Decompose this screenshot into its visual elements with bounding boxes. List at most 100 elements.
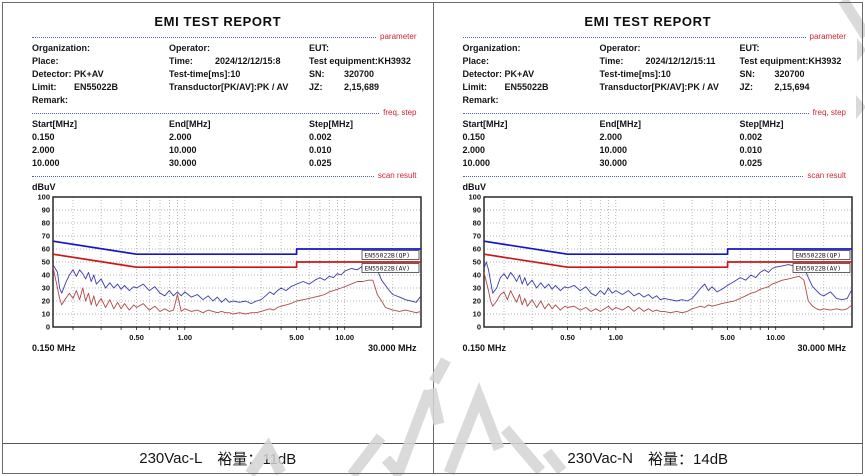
x-axis-labels: 0.50 1.00 5.00 10.00 xyxy=(129,333,354,342)
svg-text:0: 0 xyxy=(46,323,50,332)
param-row: SN: 320700 xyxy=(309,68,423,81)
param-column-2: Operator: Time: 2024/12/12/15:11 Test-tim… xyxy=(600,42,740,107)
param-row: Remark: xyxy=(32,94,169,107)
param-value: KH3932 xyxy=(808,56,842,66)
legend-en55022b-av-: EN55022B(AV) xyxy=(792,263,850,273)
svg-text:20: 20 xyxy=(42,297,50,306)
freq-cell: 30.000 xyxy=(599,158,628,168)
param-value: 2024/12/12/15:11 xyxy=(645,56,716,66)
freq-col-end: End[MHz] 2.000 10.000 30.000 xyxy=(169,118,309,170)
freq-col-start: Start[MHz] 0.150 2.000 10.000 xyxy=(32,118,169,170)
svg-text:EN55022B(QP): EN55022B(QP) xyxy=(365,252,411,259)
y-axis-unit-label: dBuV xyxy=(462,182,487,192)
x-axis-start-label: 0.150 MHz xyxy=(462,343,507,353)
section-label-freq-step: freq, step xyxy=(383,108,417,117)
dotted-line xyxy=(462,37,806,38)
param-label: Detector: xyxy=(462,69,503,79)
svg-text:EN55022B(AV): EN55022B(AV) xyxy=(365,265,411,272)
param-row: Test-time[ms]: 10 xyxy=(169,68,309,81)
param-label: Remark: xyxy=(32,95,69,105)
caption-name: 230Vac-N xyxy=(567,450,634,467)
param-label: Place: xyxy=(32,56,59,66)
dotted-line xyxy=(462,176,804,177)
param-label: Limit: xyxy=(32,82,57,92)
y-axis-unit-label: dBuV xyxy=(32,182,56,192)
svg-text:50: 50 xyxy=(472,258,480,267)
param-label: Test-time[ms]: xyxy=(599,69,661,79)
svg-text:40: 40 xyxy=(42,271,50,280)
x-axis-labels: 0.50 1.00 5.00 10.00 xyxy=(560,333,785,342)
param-value: 2024/12/12/15:8 xyxy=(215,56,281,66)
emi-chart-230vac-n: 0 10 20 30 40 50 60 70 80 90 100 0.50 1.00 5.00 10.00 E… xyxy=(468,193,853,342)
param-value: PK+AV xyxy=(504,69,535,79)
dotted-line xyxy=(462,113,809,114)
param-column-1: Organization: Place: Detector: PK+AV Limi… xyxy=(463,42,600,107)
param-row: Test equipment: KH3932 xyxy=(740,55,853,68)
param-value: 10 xyxy=(660,69,671,79)
param-row: Remark: xyxy=(463,94,600,107)
param-label: Operator: xyxy=(169,43,211,53)
freq-cell: 10.000 xyxy=(599,145,628,155)
y-axis-labels: 0 10 20 30 40 50 60 70 80 90 100 xyxy=(468,193,481,332)
freq-header: End[MHz] xyxy=(169,119,211,129)
param-label: Organization: xyxy=(462,43,521,53)
dotted-line xyxy=(32,113,380,114)
param-value: EN55022B xyxy=(74,82,119,92)
separator-scan-result: scan result xyxy=(32,171,417,180)
freq-col-step: Step[MHz] 0.002 0.010 0.025 xyxy=(309,118,423,170)
svg-text:EN55022B(QP): EN55022B(QP) xyxy=(795,252,841,259)
param-value: 2,15,694 xyxy=(774,82,810,92)
param-row: Transductor[PK/AV]: PK / AV xyxy=(169,81,309,94)
freq-cell: 0.002 xyxy=(739,132,763,142)
param-value: PK / AV xyxy=(256,82,289,92)
svg-text:70: 70 xyxy=(472,232,480,241)
param-row: Place: xyxy=(463,55,600,68)
svg-text:100: 100 xyxy=(37,193,50,202)
freq-step-table: Start[MHz] 0.150 2.000 10.000 End[MHz] 2… xyxy=(32,118,423,170)
x-axis-range: 0.150 MHz 30.000 MHz xyxy=(32,343,417,353)
param-label: Test-time[ms]: xyxy=(169,69,231,79)
separator-freq-step: freq, step xyxy=(462,108,846,117)
param-label: Limit: xyxy=(462,82,488,92)
param-label: SN: xyxy=(739,69,756,79)
section-label-parameter: parameter xyxy=(380,32,417,41)
svg-text:50: 50 xyxy=(42,258,50,267)
param-row: Operator: xyxy=(169,42,309,55)
svg-text:60: 60 xyxy=(472,245,480,254)
param-label: JZ: xyxy=(739,82,754,92)
freq-header: Start[MHz] xyxy=(32,119,77,129)
svg-text:100: 100 xyxy=(468,193,481,202)
series-en55022b-qp- xyxy=(483,240,852,256)
report-grid: EMI TEST REPORT parameter Organization: … xyxy=(3,3,862,443)
svg-text:30: 30 xyxy=(42,284,50,293)
series-en55022b-av- xyxy=(483,253,852,269)
param-label: EUT: xyxy=(739,43,760,53)
x-axis-start-label: 0.150 MHz xyxy=(32,343,76,353)
svg-text:5.00: 5.00 xyxy=(720,333,735,342)
svg-text:60: 60 xyxy=(42,245,50,254)
grid-lines xyxy=(483,197,852,327)
param-row: Detector: PK+AV xyxy=(463,68,600,81)
svg-text:10.00: 10.00 xyxy=(766,333,785,342)
series-pk xyxy=(483,261,852,302)
freq-cell: 2.000 xyxy=(32,145,55,155)
legend-en55022b-av-: EN55022B(AV) xyxy=(361,263,420,273)
param-label: Remark: xyxy=(462,95,499,105)
series-av xyxy=(52,267,422,315)
param-row: Transductor[PK/AV]: PK / AV xyxy=(600,81,740,94)
dotted-line xyxy=(32,37,377,38)
svg-text:10: 10 xyxy=(472,310,480,319)
freq-cell: 0.025 xyxy=(739,158,763,168)
grid-lines xyxy=(53,197,421,327)
param-value: EN55022B xyxy=(504,82,549,92)
param-row: Organization: xyxy=(32,42,169,55)
svg-text:10.00: 10.00 xyxy=(335,333,354,342)
separator-scan-result: scan result xyxy=(462,171,846,180)
separator-parameter: parameter xyxy=(32,32,417,41)
freq-cell: 2.000 xyxy=(169,132,192,142)
param-column-3: EUT: Test equipment: KH3932 SN: 320700 JZ:… xyxy=(740,42,853,107)
caption-230vac-l: 230Vac-L 裕量：11dB xyxy=(3,444,433,473)
caption-230vac-n: 230Vac-N 裕量：14dB xyxy=(432,444,863,473)
param-column-3: EUT: Test equipment: KH3932 SN: 320700 JZ:… xyxy=(309,42,423,107)
